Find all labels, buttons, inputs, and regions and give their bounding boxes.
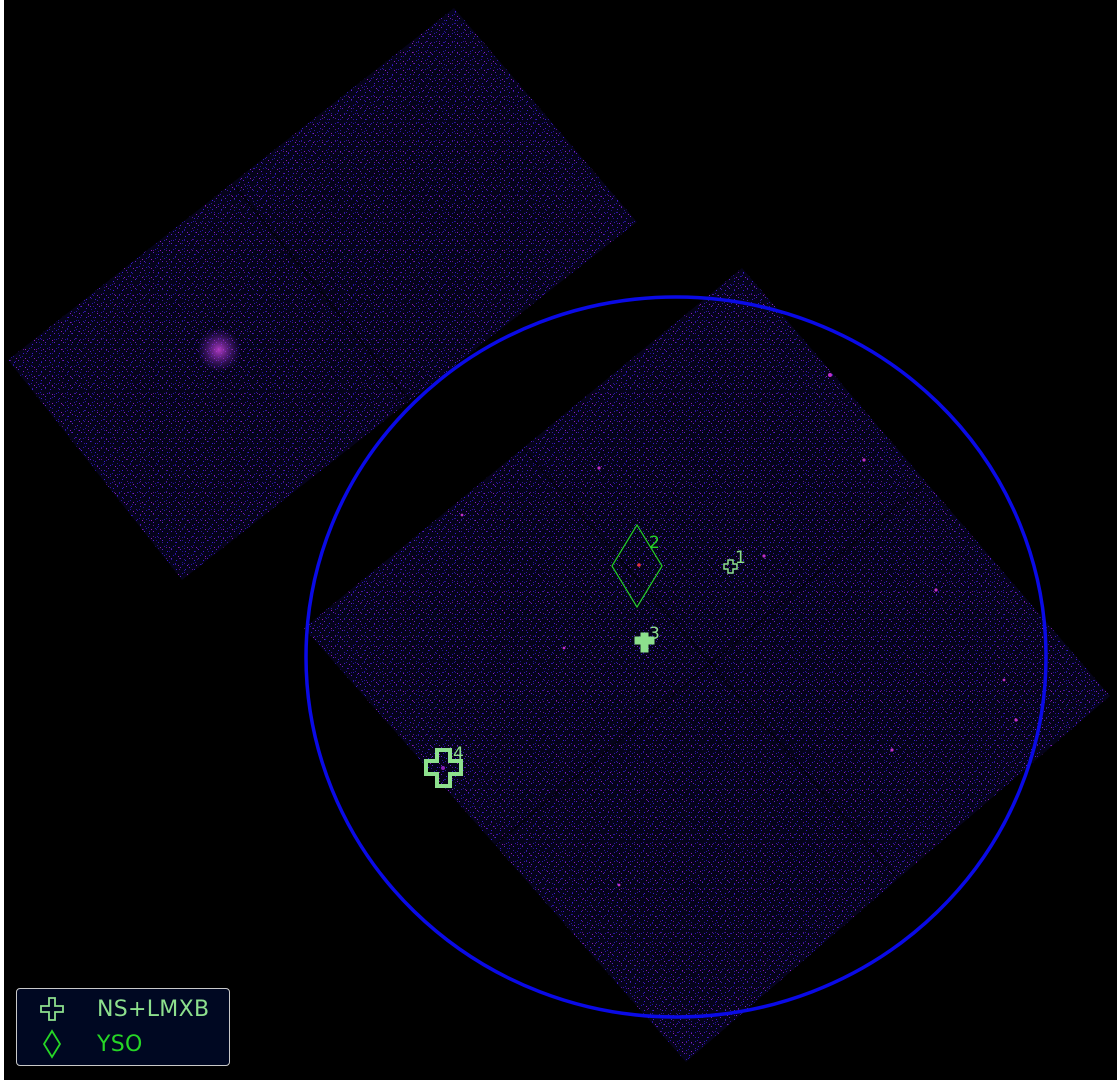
diamond-icon — [37, 1029, 67, 1059]
point-sources — [460, 373, 1018, 887]
lower-right-chip-group — [304, 268, 1110, 1062]
source-2-label: 2 — [649, 533, 660, 553]
source-2-marker[interactable]: 2 — [611, 523, 663, 609]
legend-item-ns-lmxb: NS+LMXB — [17, 994, 231, 1024]
overlay: 1 2 3 4 — [304, 295, 1048, 1019]
source-1-marker[interactable]: 1 — [723, 548, 746, 574]
diamond-icon — [611, 523, 663, 609]
legend-label-yso: YSO — [97, 1031, 143, 1057]
upper-left-chip-group — [8, 8, 637, 580]
fov-circle — [304, 295, 1048, 1019]
source-3-marker[interactable]: 3 — [634, 624, 660, 653]
diffuse-source — [197, 328, 241, 372]
legend: NS+LMXB YSO — [16, 988, 230, 1066]
source-1-label: 1 — [735, 548, 746, 568]
source-3-label: 3 — [649, 624, 660, 644]
cross-filled-icon — [634, 632, 655, 653]
source-4-marker[interactable]: 4 — [424, 744, 464, 788]
legend-item-yso: YSO — [17, 1029, 231, 1059]
detector-chips — [8, 8, 1110, 1062]
cross-icon — [723, 559, 738, 574]
cross-icon — [37, 994, 67, 1024]
legend-label-ns-lmxb: NS+LMXB — [97, 996, 210, 1022]
cross-icon — [424, 748, 463, 788]
xray-image: 1 2 3 4 NS+LMXB — [4, 0, 1117, 1080]
source-4-label: 4 — [453, 744, 464, 764]
